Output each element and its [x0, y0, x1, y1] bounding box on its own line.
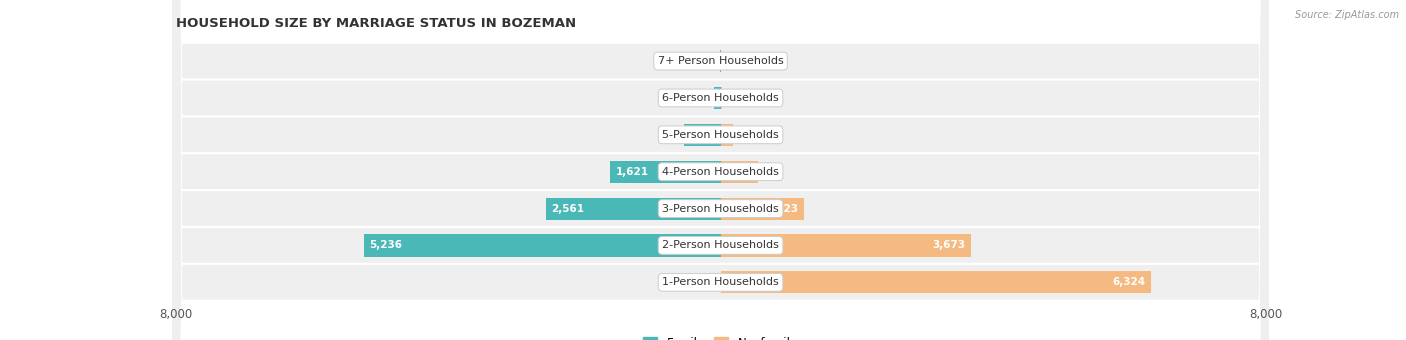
- Text: 1,621: 1,621: [616, 167, 648, 177]
- FancyBboxPatch shape: [173, 0, 1268, 340]
- Bar: [546, 198, 721, 220]
- FancyBboxPatch shape: [173, 0, 1268, 340]
- Text: 3,673: 3,673: [932, 240, 966, 251]
- Text: 23: 23: [727, 93, 740, 103]
- Bar: [714, 87, 721, 109]
- Text: 5,236: 5,236: [370, 240, 402, 251]
- Bar: [364, 234, 721, 256]
- Bar: [721, 124, 733, 146]
- Legend: Family, Nonfamily: Family, Nonfamily: [638, 332, 803, 340]
- Text: 0: 0: [709, 56, 716, 66]
- Text: 6,324: 6,324: [1112, 277, 1146, 287]
- Bar: [610, 160, 721, 183]
- Bar: [721, 87, 723, 109]
- FancyBboxPatch shape: [173, 0, 1268, 340]
- Bar: [683, 124, 721, 146]
- FancyBboxPatch shape: [173, 0, 1268, 340]
- FancyBboxPatch shape: [173, 0, 1268, 340]
- FancyBboxPatch shape: [173, 0, 1268, 340]
- Text: 3-Person Households: 3-Person Households: [662, 204, 779, 214]
- Text: 12: 12: [703, 56, 716, 66]
- Text: 96: 96: [697, 93, 710, 103]
- Text: 182: 182: [737, 130, 756, 140]
- Bar: [721, 271, 1152, 293]
- Text: 1,223: 1,223: [765, 204, 799, 214]
- Bar: [721, 160, 758, 183]
- Text: 544: 544: [659, 130, 679, 140]
- Text: 5-Person Households: 5-Person Households: [662, 130, 779, 140]
- Text: Source: ZipAtlas.com: Source: ZipAtlas.com: [1295, 10, 1399, 20]
- Bar: [721, 234, 970, 256]
- Text: 0: 0: [725, 277, 733, 287]
- Text: 6-Person Households: 6-Person Households: [662, 93, 779, 103]
- FancyBboxPatch shape: [173, 0, 1268, 340]
- Text: HOUSEHOLD SIZE BY MARRIAGE STATUS IN BOZEMAN: HOUSEHOLD SIZE BY MARRIAGE STATUS IN BOZ…: [176, 17, 576, 30]
- Text: 546: 546: [762, 167, 782, 177]
- Text: 2,561: 2,561: [551, 204, 585, 214]
- Text: 4-Person Households: 4-Person Households: [662, 167, 779, 177]
- Bar: [721, 198, 804, 220]
- Text: 2-Person Households: 2-Person Households: [662, 240, 779, 251]
- Text: 1-Person Households: 1-Person Households: [662, 277, 779, 287]
- Text: 7+ Person Households: 7+ Person Households: [658, 56, 783, 66]
